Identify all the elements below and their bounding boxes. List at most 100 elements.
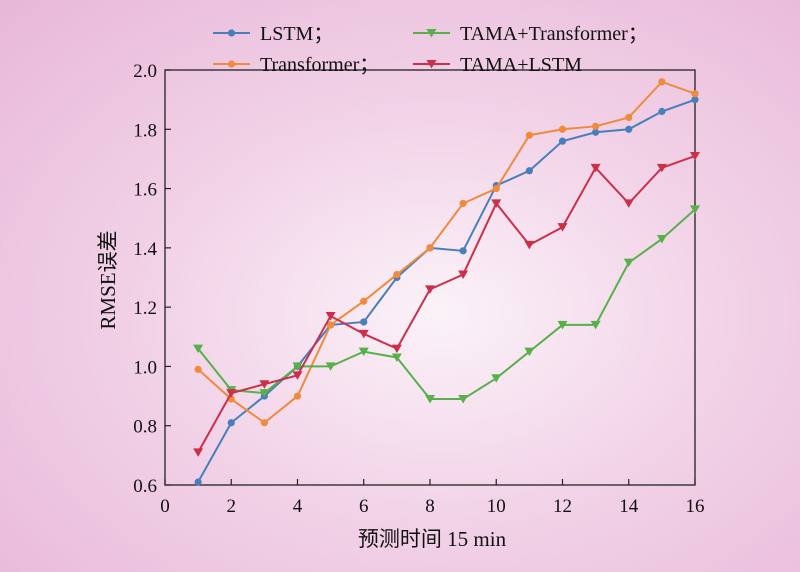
series-line xyxy=(197,208,696,401)
data-point xyxy=(491,374,502,383)
data-point xyxy=(592,128,600,136)
data-point xyxy=(325,362,336,371)
data-point xyxy=(492,184,500,193)
data-point xyxy=(425,285,435,294)
data-point xyxy=(226,389,237,398)
data-point xyxy=(194,365,202,373)
data-point xyxy=(360,297,368,305)
data-point xyxy=(194,478,202,486)
x-tick-label: 6 xyxy=(359,496,369,517)
x-tick-label: 10 xyxy=(487,496,506,517)
data-point xyxy=(391,353,402,363)
data-point xyxy=(292,362,303,371)
data-point xyxy=(656,234,667,244)
legend-item: TAMA+LSTM xyxy=(413,54,582,76)
data-point xyxy=(623,199,634,208)
legend-label: LSTM； xyxy=(260,23,333,45)
data-point xyxy=(524,347,535,357)
data-point xyxy=(459,247,467,255)
data-point xyxy=(358,347,369,357)
x-tick-label: 12 xyxy=(553,496,572,517)
data-point xyxy=(691,96,699,104)
data-point xyxy=(557,223,568,232)
data-point xyxy=(690,205,700,214)
plot-axes: 0 2 4 6 8 10 12 14 16 0.6 0.8 1.0 1.2 1.4 1.6 1.8 2.0 xyxy=(133,61,704,517)
data-point xyxy=(293,392,302,400)
plot-frame xyxy=(164,69,696,486)
y-tick-label: 1.4 xyxy=(133,239,157,260)
series-1 xyxy=(194,96,699,486)
legend: LSTM； Transformer； TAMA+Transformer； TAMA+L… xyxy=(213,23,648,76)
legend-item: TAMA+Transformer； xyxy=(413,23,648,45)
data-point xyxy=(525,167,533,175)
data-point xyxy=(227,419,235,427)
data-point xyxy=(691,90,699,98)
data-point xyxy=(325,312,336,321)
data-point xyxy=(656,163,667,173)
legend-label: TAMA+LSTM xyxy=(460,54,582,76)
y-axis-title: RMSE误差 xyxy=(96,230,120,329)
y-tick-label: 1.0 xyxy=(133,357,157,378)
data-point xyxy=(259,389,270,398)
data-point xyxy=(592,122,600,130)
x-tick-label: 8 xyxy=(425,496,435,517)
y-tick-label: 0.8 xyxy=(133,417,157,438)
data-point xyxy=(193,448,204,457)
legend-item: Transformer； xyxy=(213,54,379,76)
y-tick-label: 2.0 xyxy=(133,61,157,82)
data-point xyxy=(590,163,601,173)
data-point xyxy=(590,320,601,330)
series-4 xyxy=(193,151,700,457)
legend-label: Transformer； xyxy=(260,54,379,76)
data-point xyxy=(625,125,633,133)
data-point xyxy=(623,258,634,268)
series-line xyxy=(197,155,696,453)
data-point xyxy=(658,107,666,116)
y-tick-label: 1.2 xyxy=(133,298,157,319)
data-point xyxy=(558,125,567,133)
data-point xyxy=(458,395,469,404)
x-tick-label: 4 xyxy=(293,496,303,517)
x-axis-title: 预测时间 15 min xyxy=(358,527,507,551)
series-line xyxy=(197,98,696,483)
data-point xyxy=(525,131,533,139)
data-point xyxy=(491,199,502,208)
data-point xyxy=(425,395,435,404)
data-point xyxy=(327,321,335,329)
legend-swatch-marker xyxy=(227,60,236,68)
data-point xyxy=(259,380,270,389)
series-2 xyxy=(194,78,699,427)
y-tick-label: 1.6 xyxy=(133,180,157,201)
data-point xyxy=(292,371,303,380)
series-line xyxy=(197,80,696,425)
legend-label: TAMA+Transformer； xyxy=(460,23,648,45)
x-tick-label: 2 xyxy=(227,496,237,517)
data-point xyxy=(360,318,368,326)
legend-swatch-marker xyxy=(426,60,437,69)
data-point xyxy=(690,151,700,161)
data-point xyxy=(358,329,369,339)
data-point xyxy=(193,344,204,354)
data-point xyxy=(391,344,402,354)
series-layer xyxy=(193,78,700,486)
legend-swatch-marker xyxy=(227,29,236,37)
data-point xyxy=(524,240,535,250)
data-point xyxy=(557,320,568,330)
y-tick-label: 1.8 xyxy=(133,120,157,141)
data-point xyxy=(625,113,633,122)
data-point xyxy=(426,244,434,252)
data-point xyxy=(260,419,268,427)
legend-swatch-marker xyxy=(426,29,437,38)
legend-item: LSTM； xyxy=(213,23,333,45)
x-tick-label: 0 xyxy=(160,496,170,517)
y-tick-label: 0.6 xyxy=(133,476,157,497)
x-tick-label: 16 xyxy=(686,496,705,517)
x-tick-label: 14 xyxy=(619,496,639,517)
data-point xyxy=(459,199,467,207)
data-point xyxy=(658,78,666,86)
data-point xyxy=(558,137,567,145)
data-point xyxy=(393,270,401,279)
series-3 xyxy=(193,205,700,404)
data-point xyxy=(458,270,469,280)
